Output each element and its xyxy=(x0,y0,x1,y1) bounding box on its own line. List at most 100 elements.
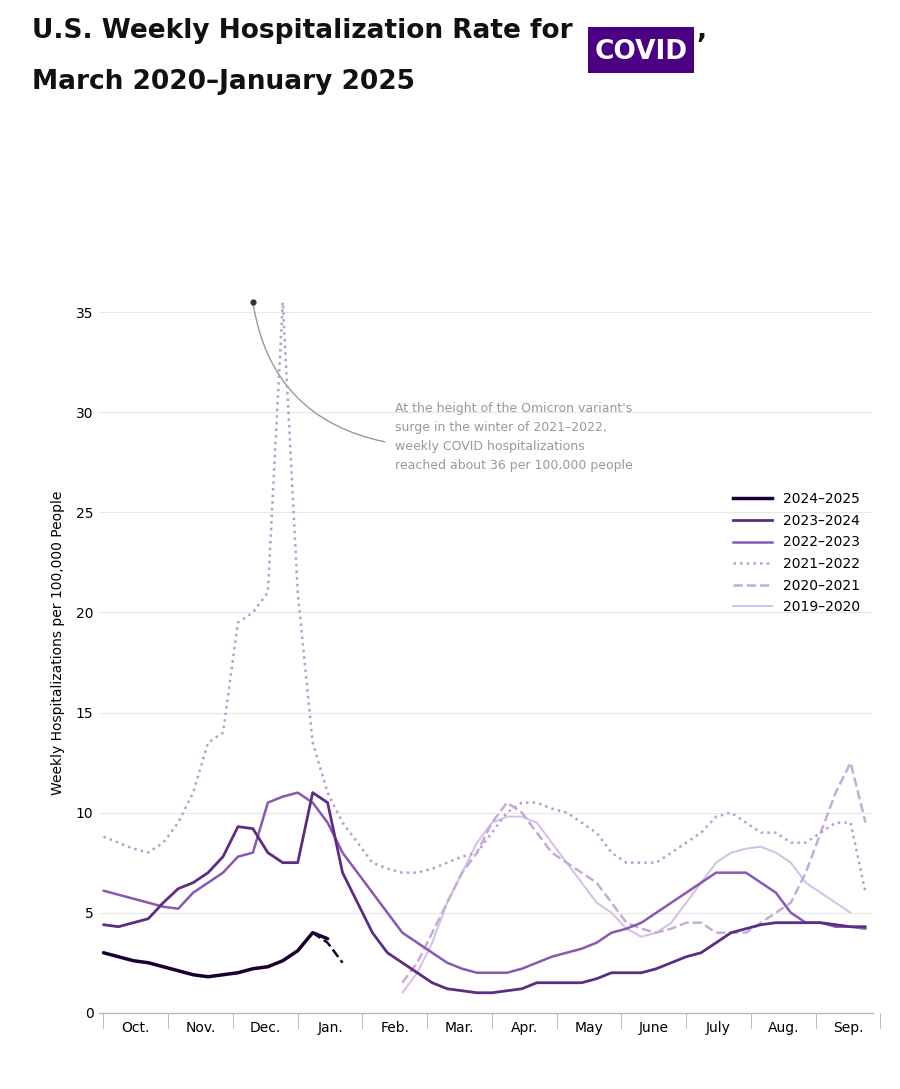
2019–2020 xyxy=(680,896,691,909)
2024–2025 xyxy=(263,960,274,974)
Line: 2020–2021: 2020–2021 xyxy=(402,762,866,982)
2019–2020 xyxy=(456,866,467,879)
2021–2022 xyxy=(382,862,392,876)
2020–2021 xyxy=(606,896,616,909)
2020–2021 xyxy=(845,756,856,769)
2023–2024 xyxy=(621,966,632,979)
2019–2020 xyxy=(651,926,661,939)
2021–2022 xyxy=(472,846,482,859)
2020–2021 xyxy=(621,916,632,929)
2020–2021 xyxy=(770,906,781,919)
2022–2023 xyxy=(292,786,303,799)
2019–2020 xyxy=(830,896,841,909)
2023–2024 xyxy=(591,972,602,986)
2019–2020 xyxy=(501,810,512,823)
Line: 2019–2020: 2019–2020 xyxy=(402,817,850,993)
2019–2020 xyxy=(412,966,423,979)
2019–2020 xyxy=(546,836,557,849)
2019–2020 xyxy=(472,836,482,849)
Text: U.S. Weekly Hospitalization Rate for: U.S. Weekly Hospitalization Rate for xyxy=(32,19,581,45)
Line: 2024–2025: 2024–2025 xyxy=(104,932,328,977)
2020–2021 xyxy=(651,926,661,939)
2022–2023 xyxy=(98,884,109,897)
2021–2022 xyxy=(277,296,288,309)
2020–2021 xyxy=(696,916,706,929)
2024–2025 xyxy=(232,966,243,979)
2019–2020 xyxy=(636,930,647,943)
2022–2023 xyxy=(487,966,498,979)
2024–2025 xyxy=(277,954,288,967)
2021–2022 xyxy=(815,827,826,840)
2020–2021 xyxy=(397,976,408,989)
2020–2021 xyxy=(442,896,453,909)
Y-axis label: Weekly Hospitalizations per 100,000 People: Weekly Hospitalizations per 100,000 Peop… xyxy=(50,490,65,795)
2024–2025 xyxy=(128,954,139,967)
Text: March 2020–January 2025: March 2020–January 2025 xyxy=(32,70,415,96)
Line: 2021–2022: 2021–2022 xyxy=(104,303,866,893)
2020–2021 xyxy=(412,956,423,969)
2024–2025 xyxy=(113,951,124,964)
2019–2020 xyxy=(666,916,677,929)
2019–2020 xyxy=(755,840,766,853)
2023–2024 xyxy=(860,920,871,933)
2019–2020 xyxy=(845,906,856,919)
2020–2021 xyxy=(725,926,736,939)
2020–2021 xyxy=(860,816,871,829)
2024–2025 xyxy=(292,944,303,957)
2020–2021 xyxy=(501,796,512,809)
2022–2023 xyxy=(621,922,632,935)
2019–2020 xyxy=(606,906,616,919)
Line: 2022–2023: 2022–2023 xyxy=(104,793,866,972)
2020–2021 xyxy=(800,866,811,879)
2023–2024 xyxy=(307,786,318,799)
Text: COVID: COVID xyxy=(594,39,688,65)
2022–2023 xyxy=(158,901,168,914)
2020–2021 xyxy=(487,816,498,829)
2020–2021 xyxy=(472,846,482,859)
2024–2025 xyxy=(158,960,168,974)
2019–2020 xyxy=(517,810,527,823)
2020–2021 xyxy=(562,856,572,869)
2022–2023 xyxy=(860,922,871,935)
2024–2025 xyxy=(218,968,229,981)
2023–2024 xyxy=(98,918,109,931)
2020–2021 xyxy=(591,877,602,890)
2020–2021 xyxy=(456,866,467,879)
2019–2020 xyxy=(725,846,736,859)
2024–2025 xyxy=(202,970,213,983)
2024–2025 xyxy=(188,968,199,981)
2024–2025 xyxy=(307,926,318,939)
2024–2025 xyxy=(173,964,184,977)
2021–2022 xyxy=(158,836,168,849)
2019–2020 xyxy=(591,896,602,909)
Text: ,: , xyxy=(697,19,706,45)
2022–2023 xyxy=(591,937,602,950)
2020–2021 xyxy=(741,926,751,939)
2019–2020 xyxy=(741,842,751,855)
2020–2021 xyxy=(427,926,437,939)
2020–2021 xyxy=(680,916,691,929)
2020–2021 xyxy=(830,786,841,799)
2020–2021 xyxy=(576,866,587,879)
2019–2020 xyxy=(427,937,437,950)
2022–2023 xyxy=(531,956,542,969)
2020–2021 xyxy=(711,926,722,939)
2019–2020 xyxy=(397,987,408,1000)
2019–2020 xyxy=(621,922,632,935)
2019–2020 xyxy=(815,886,826,900)
2023–2024 xyxy=(382,946,392,959)
2021–2022 xyxy=(576,816,587,829)
2021–2022 xyxy=(98,830,109,843)
2019–2020 xyxy=(531,816,542,829)
2019–2020 xyxy=(786,856,796,869)
2021–2022 xyxy=(860,886,871,900)
2024–2025 xyxy=(143,956,154,969)
2019–2020 xyxy=(576,877,587,890)
2024–2025 xyxy=(98,946,109,959)
2020–2021 xyxy=(786,896,796,909)
2022–2023 xyxy=(382,906,392,919)
2020–2021 xyxy=(531,827,542,840)
2019–2020 xyxy=(487,816,498,829)
2020–2021 xyxy=(755,916,766,929)
2019–2020 xyxy=(800,877,811,890)
